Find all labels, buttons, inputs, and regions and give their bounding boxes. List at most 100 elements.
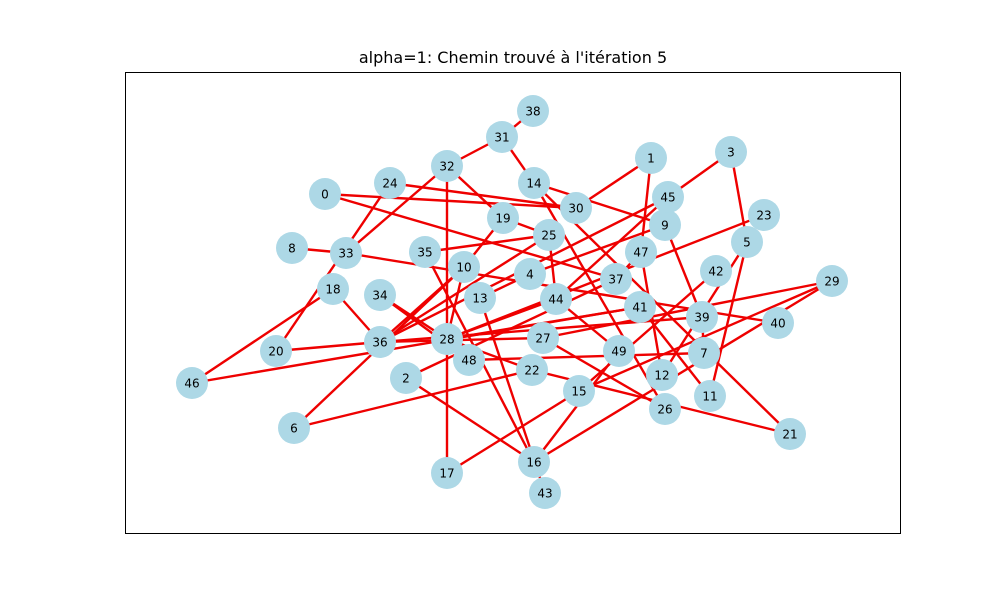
edge-14-21: [533, 182, 791, 435]
node-label: 6: [290, 422, 298, 436]
node-label: 14: [526, 177, 541, 191]
node-label: 44: [548, 293, 563, 307]
node-label: 4: [526, 268, 534, 282]
node-circle: [431, 150, 463, 182]
node-circle: [715, 136, 747, 168]
node-label: 12: [654, 369, 669, 383]
node-label: 30: [568, 202, 583, 216]
node-label: 40: [770, 317, 785, 331]
edge-32-33: [345, 165, 448, 254]
node-7: 7: [688, 337, 720, 369]
node-22: 22: [516, 354, 548, 386]
node-circle: [686, 301, 718, 333]
node-circle: [694, 380, 726, 412]
node-35: 35: [409, 236, 441, 268]
node-label: 26: [657, 403, 672, 417]
edge-48-7: [468, 351, 705, 362]
node-circle: [540, 283, 572, 315]
node-circle: [652, 181, 684, 213]
node-label: 43: [537, 487, 552, 501]
edge-0-30: [324, 192, 577, 210]
node-label: 48: [461, 354, 476, 368]
edge-17-15: [446, 389, 580, 475]
edge-25-35: [424, 233, 550, 254]
node-label: 22: [524, 364, 539, 378]
node-circle: [600, 263, 632, 295]
edge-18-46: [191, 288, 334, 384]
node-label: 7: [700, 347, 708, 361]
node-circle: [487, 202, 519, 234]
node-circle: [731, 226, 763, 258]
node-1: 1: [635, 142, 667, 174]
node-label: 27: [535, 332, 550, 346]
node-4: 4: [514, 258, 546, 290]
node-label: 42: [708, 265, 723, 279]
node-circle: [453, 344, 485, 376]
node-label: 8: [288, 242, 296, 256]
node-circle: [278, 412, 310, 444]
node-circle: [514, 258, 546, 290]
node-label: 3: [727, 146, 735, 160]
node-20: 20: [260, 335, 292, 367]
node-circle: [646, 359, 678, 391]
node-label: 5: [743, 236, 751, 250]
node-circle: [649, 209, 681, 241]
node-12: 12: [646, 359, 678, 391]
node-label: 41: [632, 301, 647, 315]
node-18: 18: [317, 273, 349, 305]
node-21: 21: [774, 418, 806, 450]
axes-frame: [125, 72, 901, 534]
node-label: 35: [417, 246, 432, 260]
node-circle: [560, 192, 592, 224]
node-circle: [317, 273, 349, 305]
node-label: 10: [456, 261, 471, 275]
node-17: 17: [431, 457, 463, 489]
node-41: 41: [624, 291, 656, 323]
node-circle: [431, 457, 463, 489]
node-label: 36: [372, 336, 387, 350]
node-circle: [563, 375, 595, 407]
node-label: 24: [382, 177, 397, 191]
node-circle: [635, 142, 667, 174]
node-44: 44: [540, 283, 572, 315]
node-label: 31: [494, 131, 509, 145]
node-46: 46: [176, 367, 208, 399]
node-label: 39: [694, 311, 709, 325]
edge-6-22: [293, 368, 533, 430]
node-31: 31: [486, 121, 518, 153]
node-27: 27: [527, 322, 559, 354]
edge-20-36: [275, 340, 381, 353]
node-10: 10: [448, 251, 480, 283]
node-42: 42: [700, 255, 732, 287]
node-45: 45: [652, 181, 684, 213]
node-label: 23: [756, 209, 771, 223]
node-40: 40: [762, 307, 794, 339]
node-19: 19: [487, 202, 519, 234]
node-label: 29: [824, 275, 839, 289]
node-label: 28: [439, 333, 454, 347]
edge-5-11: [708, 241, 749, 397]
node-circle: [649, 393, 681, 425]
node-label: 47: [633, 246, 648, 260]
node-24: 24: [374, 167, 406, 199]
node-8: 8: [276, 232, 308, 264]
node-label: 20: [268, 345, 283, 359]
node-circle: [748, 199, 780, 231]
node-49: 49: [603, 335, 635, 367]
node-48: 48: [453, 344, 485, 376]
node-circle: [517, 95, 549, 127]
edge-45-44: [555, 196, 669, 300]
node-label: 49: [611, 345, 626, 359]
node-circle: [364, 279, 396, 311]
node-label: 45: [660, 191, 675, 205]
node-25: 25: [533, 219, 565, 251]
node-circle: [409, 236, 441, 268]
node-39: 39: [686, 301, 718, 333]
node-circle: [516, 354, 548, 386]
node-14: 14: [518, 167, 550, 199]
node-circle: [533, 219, 565, 251]
node-circle: [624, 291, 656, 323]
node-circle: [260, 335, 292, 367]
node-circle: [518, 167, 550, 199]
node-label: 19: [495, 212, 510, 226]
